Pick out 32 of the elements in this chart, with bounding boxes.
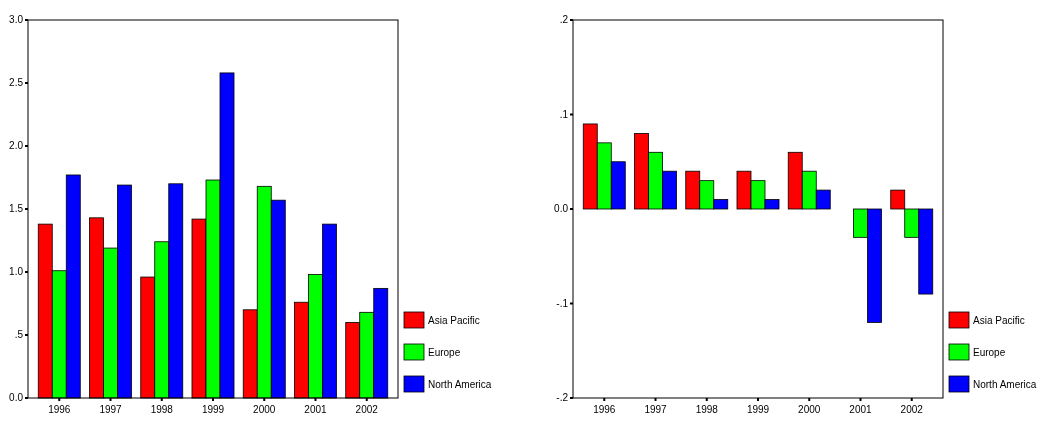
y-tick-label: 1.0 (9, 266, 24, 278)
y-tick-label: .1 (559, 108, 569, 120)
x-tick-label: 1998 (150, 404, 174, 415)
x-tick-label: 1996 (48, 404, 71, 415)
x-tick-label: 2001 (304, 404, 328, 415)
y-tick-label: 1.5 (9, 203, 24, 215)
legend-label: North America (428, 379, 492, 390)
x-tick-label: 2000 (253, 404, 276, 415)
x-tick-label: 1997 (644, 404, 668, 415)
y-tick-label: 3.0 (9, 14, 24, 26)
x-tick-label: 1996 (593, 404, 616, 415)
x-tick-label: 1998 (695, 404, 719, 415)
legend-label: North America (973, 379, 1037, 390)
x-tick-label: 2002 (355, 404, 379, 415)
x-tick-label: 1999 (201, 404, 225, 415)
y-tick-label: .2 (559, 14, 569, 26)
legend-label: Europe (973, 347, 1006, 358)
y-tick-label: 0.0 (554, 203, 569, 215)
x-tick-label: 2002 (900, 404, 924, 415)
x-tick-label: 2001 (849, 404, 873, 415)
y-tick-label: -.1 (556, 297, 569, 309)
y-tick-label: 0.0 (9, 392, 24, 404)
y-tick-label: 2.0 (9, 140, 24, 152)
x-tick-label: 1999 (746, 404, 770, 415)
y-tick-label: .5 (14, 329, 24, 341)
x-tick-label: 1997 (99, 404, 123, 415)
legend-label: Asia Pacific (428, 315, 480, 326)
y-tick-label: -.2 (556, 392, 569, 404)
legend-label: Asia Pacific (973, 315, 1025, 326)
legend-label: Europe (428, 347, 461, 358)
y-tick-label: 2.5 (9, 77, 24, 89)
x-tick-label: 2000 (798, 404, 821, 415)
